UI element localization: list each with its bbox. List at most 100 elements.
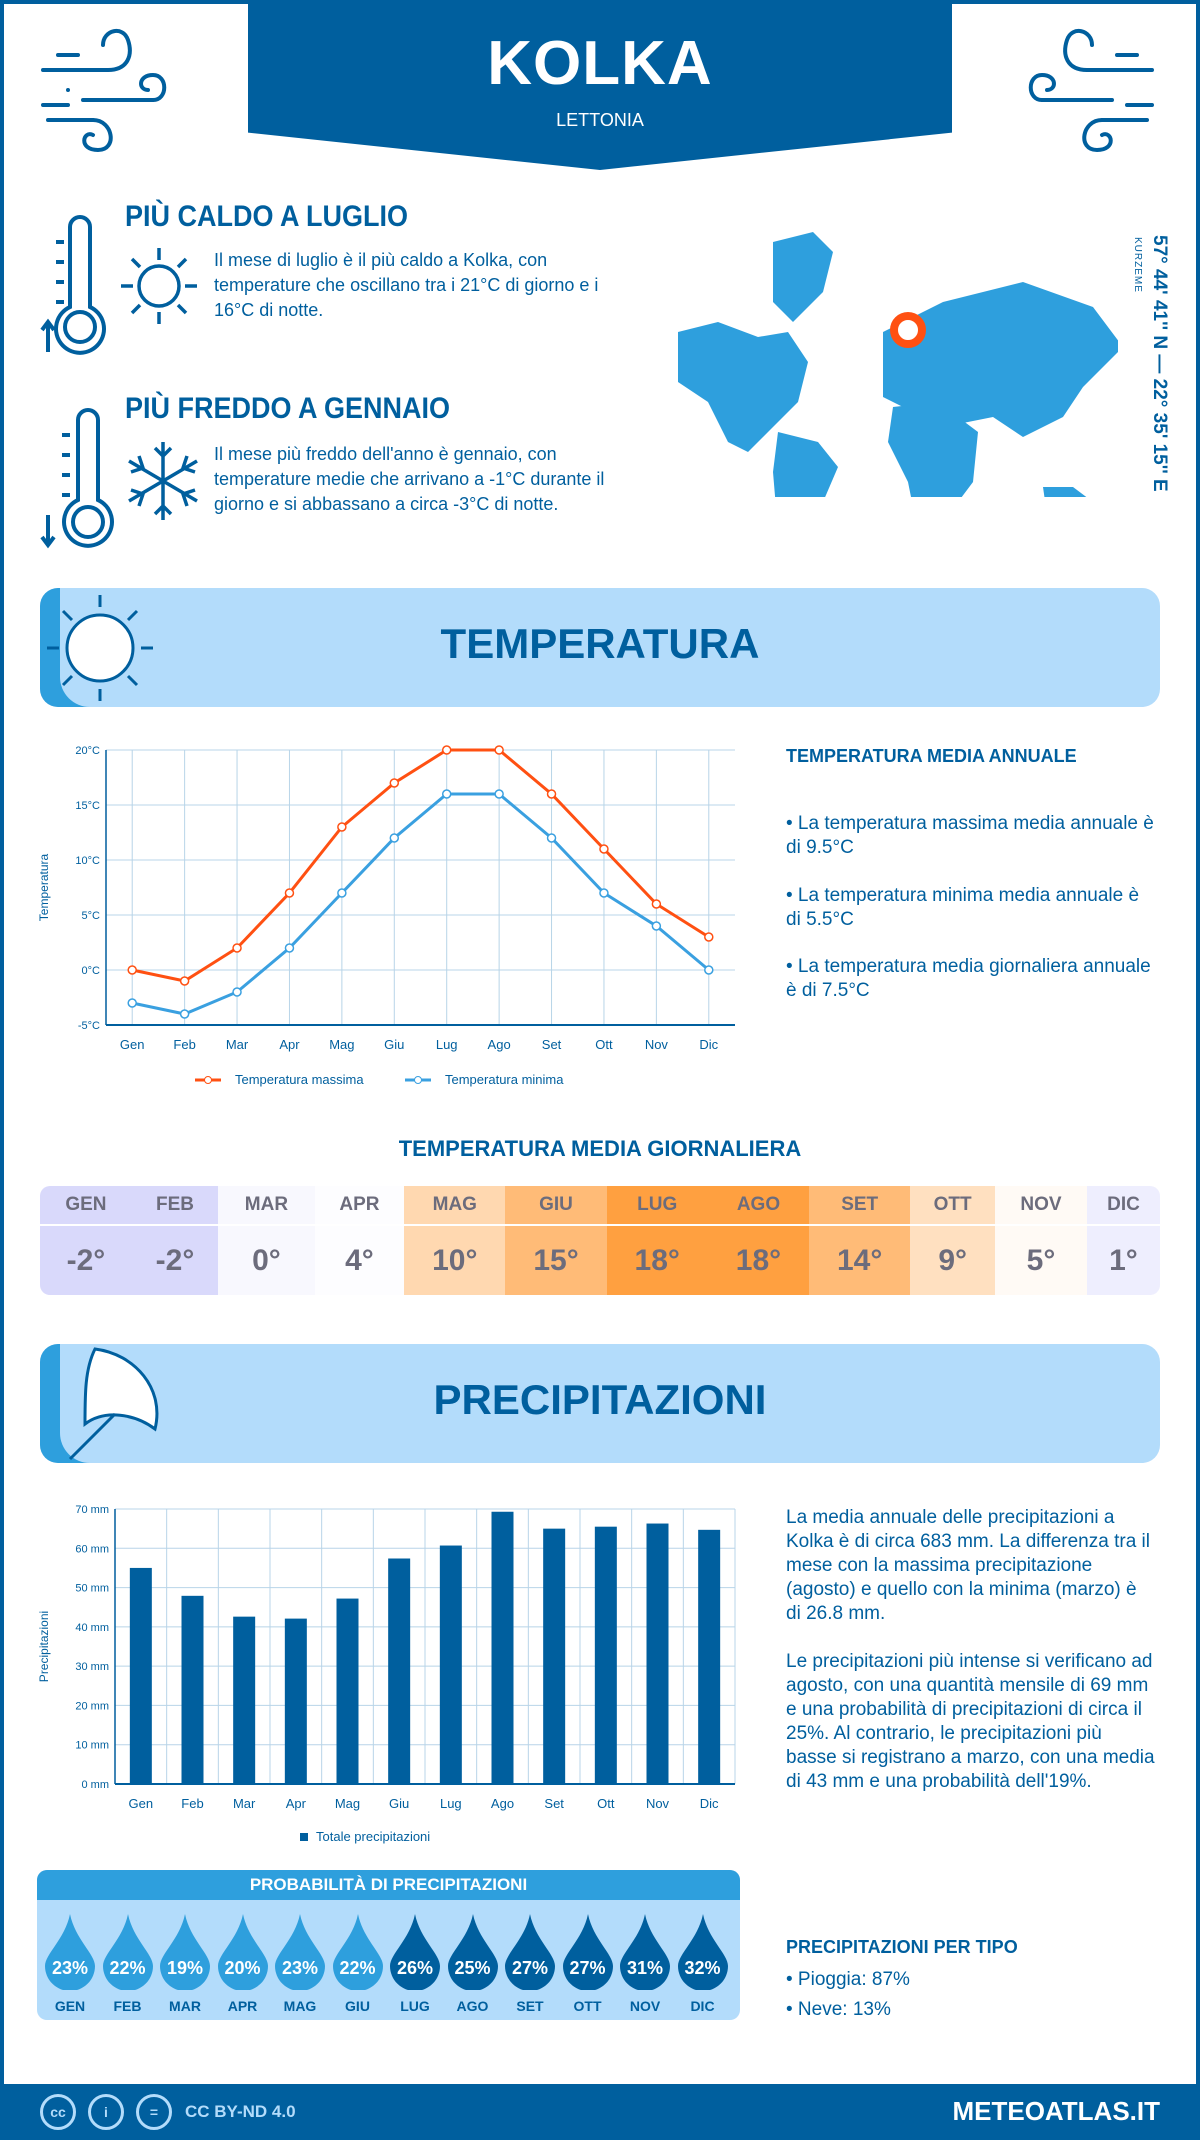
- umbrella-icon: [68, 1347, 159, 1461]
- probability-value: 23%: [281, 1958, 319, 1978]
- drop-icon: [562, 1914, 613, 1990]
- daily-value: 15°: [505, 1225, 607, 1295]
- data-point: [389, 778, 400, 788]
- drop-icon: [275, 1914, 325, 1990]
- legend-marker: [414, 1076, 422, 1084]
- annual-temp-title: TEMPERATURA MEDIA ANNUALE: [786, 746, 1077, 766]
- data-point: [599, 888, 609, 898]
- probability-month: LUG: [400, 1998, 430, 2014]
- x-tick-label: Nov: [646, 1796, 670, 1811]
- coldest-text: Il mese più freddo dell'anno è gennaio, …: [214, 444, 605, 514]
- y-tick-label: 5°C: [82, 910, 101, 922]
- daily-value: 0°: [218, 1225, 315, 1295]
- daily-temp-title: TEMPERATURA MEDIA GIORNALIERA: [398, 1136, 802, 1161]
- data-point: [127, 965, 137, 975]
- x-tick-label: Feb: [173, 1037, 195, 1052]
- temperature-chart: -5°C 0°C 5°C 10°C 15°C 20°C Gen Feb Mar Apr Mag Giu…: [37, 745, 735, 1087]
- precip-bar: [491, 1511, 514, 1784]
- daily-value: 5°: [995, 1225, 1087, 1295]
- precip-bar: [388, 1558, 411, 1784]
- probability-month: AGO: [456, 1998, 489, 2014]
- precip-bar: [698, 1529, 721, 1784]
- x-tick-label: Ott: [595, 1037, 613, 1052]
- probability-month: MAG: [283, 1998, 317, 2014]
- probability-value: 23%: [51, 1958, 89, 1978]
- x-tick-label: Dic: [700, 1796, 719, 1811]
- daily-value: 18°: [707, 1225, 810, 1295]
- x-tick-label: Set: [542, 1037, 562, 1052]
- drop-icon: [332, 1914, 383, 1990]
- probability-month: GIU: [345, 1998, 370, 2014]
- daily-month: GEN: [40, 1186, 132, 1226]
- legend-swatch: [300, 1833, 308, 1841]
- drop-icon: [390, 1914, 440, 1990]
- y-tick-label: 20°C: [75, 745, 100, 757]
- data-point: [546, 789, 557, 799]
- daily-month: MAG: [404, 1186, 506, 1226]
- x-tick-label: Gen: [129, 1796, 154, 1811]
- probability-value: 25%: [454, 1958, 491, 1978]
- probability-value: 26%: [396, 1958, 434, 1978]
- temperature-section-header: TEMPERATURA: [40, 588, 1160, 707]
- y-tick-label: 15°C: [75, 800, 100, 812]
- y-tick-label: 40 mm: [75, 1622, 109, 1634]
- region-label: KURZEME: [1132, 237, 1143, 293]
- attribution-icon: i: [88, 2094, 124, 2130]
- data-point: [441, 789, 452, 799]
- drop-icon: [677, 1914, 728, 1990]
- sun-icon: [47, 595, 153, 701]
- drop-icon: [620, 1914, 670, 1990]
- probability-month: DIC: [690, 1998, 715, 2014]
- daily-temp-table: GEN FEB MAR APR MAG GIU LUG AGO SET OTT NOV DIC -2° -…: [40, 1186, 1160, 1295]
- precip-bar: [439, 1545, 462, 1784]
- probability-month: MAR: [169, 1998, 201, 2014]
- daily-month: OTT: [910, 1186, 996, 1226]
- y-axis-label: Temperatura: [37, 853, 51, 921]
- annual-temp-avg: • La temperatura media giornaliera annua…: [786, 956, 1151, 1001]
- coordinates: 57° 44' 41'' N — 22° 35' 15'' E: [1149, 235, 1170, 492]
- precip-bar: [284, 1618, 307, 1784]
- probability-value: 27%: [511, 1958, 549, 1978]
- brand-link[interactable]: METEOATLAS.IT: [952, 2096, 1160, 2126]
- probability-value: 20%: [224, 1958, 261, 1978]
- warmest-title: PIÙ CALDO A LUGLIO: [125, 200, 408, 233]
- x-tick-label: Apr: [286, 1796, 307, 1811]
- location-marker: [890, 312, 926, 348]
- thermometer-up-icon: [40, 214, 106, 355]
- wind-icon: [1028, 29, 1154, 153]
- data-point: [127, 998, 137, 1008]
- daily-value: -2°: [40, 1225, 132, 1295]
- data-point: [232, 987, 242, 997]
- annual-temp-max: • La temperatura massima media annuale è…: [786, 813, 1154, 858]
- y-tick-label: 50 mm: [75, 1583, 109, 1595]
- probability-drop: 22% FEB: [102, 1914, 153, 2014]
- data-point: [546, 833, 557, 843]
- data-point: [179, 1009, 190, 1019]
- probability-drop: 27% SET: [505, 1914, 555, 2014]
- drop-icon: [102, 1914, 153, 1990]
- daily-month: FEB: [131, 1186, 219, 1226]
- precip-bar: [543, 1528, 566, 1784]
- x-tick-label: Ago: [488, 1037, 511, 1052]
- y-tick-label: 60 mm: [75, 1543, 109, 1555]
- probability-value: 19%: [166, 1958, 204, 1978]
- warmest-text: Il mese di luglio è il più caldo a Kolka…: [214, 250, 599, 320]
- data-point: [389, 833, 400, 843]
- data-point: [704, 965, 714, 975]
- daily-value: 4°: [314, 1225, 405, 1295]
- daily-month: APR: [314, 1186, 405, 1226]
- data-point: [441, 745, 452, 755]
- precip-snow: • Neve: 13%: [786, 1999, 891, 2020]
- daily-month: NOV: [995, 1186, 1087, 1226]
- y-tick-label: 10 mm: [75, 1740, 109, 1752]
- daily-value: 1°: [1086, 1225, 1160, 1295]
- probability-drop: 27% OTT: [562, 1914, 613, 2014]
- probability-month: GEN: [54, 1998, 86, 2014]
- probability-value: 31%: [626, 1958, 664, 1978]
- daily-value: 9°: [910, 1225, 996, 1295]
- drop-icon: [447, 1914, 498, 1990]
- precip-detail: Le precipitazioni più intense si verific…: [786, 1651, 1155, 1792]
- daily-month: AGO: [707, 1186, 810, 1226]
- license-label: CC BY-ND 4.0: [185, 2102, 296, 2121]
- x-tick-label: Gen: [120, 1037, 145, 1052]
